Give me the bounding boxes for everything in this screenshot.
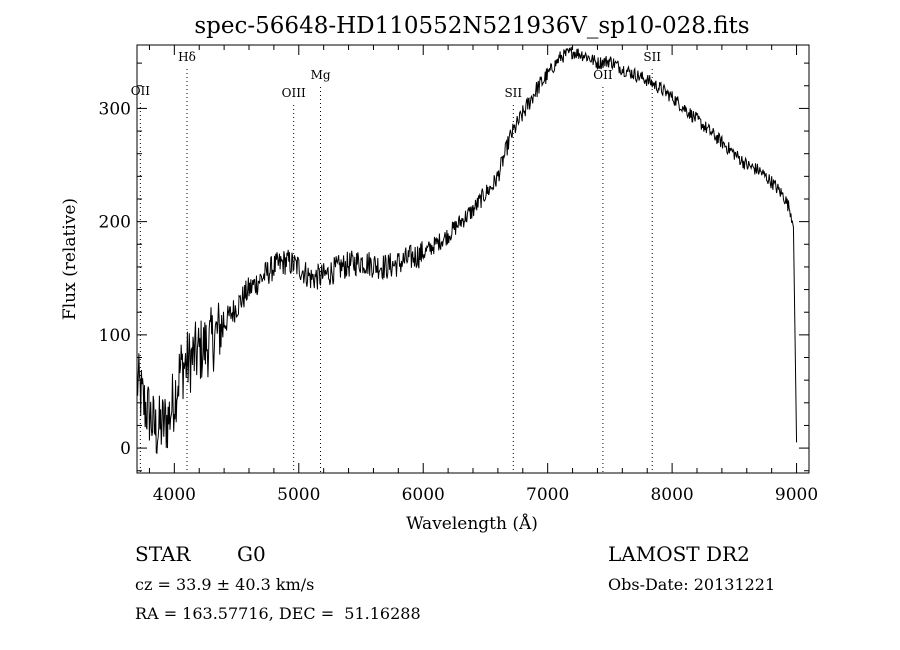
x-tick-label: 5000 <box>277 485 320 505</box>
x-tick-label: 9000 <box>775 485 818 505</box>
y-tick-label: 300 <box>99 99 131 119</box>
axis-ticks: 4000 5000 6000 7000 8000 9000 0 100 200 300 <box>99 45 818 505</box>
annotation-label: OII <box>593 68 613 82</box>
spectrum-line <box>136 46 798 455</box>
x-tick-label: 6000 <box>402 485 445 505</box>
object-class: STAR <box>135 542 191 566</box>
plot-frame <box>136 44 810 474</box>
emission-line-markers: OII Hδ OIII Mg SII OII SII <box>131 50 661 473</box>
obs-date: Obs-Date: 20131221 <box>608 575 776 594</box>
y-axis-label: Flux (relative) <box>60 198 80 320</box>
x-tick-label: 8000 <box>650 485 693 505</box>
annotation-label: Hδ <box>178 50 196 64</box>
y-tick-label: 200 <box>99 213 131 233</box>
annotation-label: SII <box>504 86 522 100</box>
annotation-label: SII <box>643 50 661 64</box>
y-tick-label: 100 <box>99 326 131 346</box>
object-subclass: G0 <box>237 542 266 566</box>
redshift-line: cz = 33.9 ± 40.3 km/s <box>135 575 315 594</box>
chart-title: spec-56648-HD110552N521936V_sp10-028.fit… <box>194 13 749 39</box>
coordinates: RA = 163.57716, DEC = 51.16288 <box>135 604 421 623</box>
x-tick-label: 7000 <box>526 485 569 505</box>
annotation-label: Mg <box>311 68 331 82</box>
annotation-label: OIII <box>282 86 306 100</box>
x-tick-label: 4000 <box>153 485 196 505</box>
survey-name: LAMOST DR2 <box>608 542 750 566</box>
annotation-label: OII <box>131 84 151 98</box>
x-axis-label: Wavelength (Å) <box>406 513 538 534</box>
y-tick-label: 0 <box>120 439 131 459</box>
